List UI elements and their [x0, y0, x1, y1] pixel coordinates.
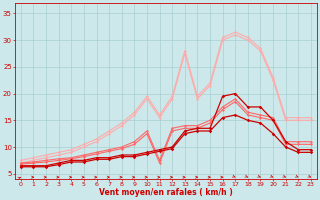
X-axis label: Vent moyen/en rafales ( km/h ): Vent moyen/en rafales ( km/h ) — [99, 188, 233, 197]
